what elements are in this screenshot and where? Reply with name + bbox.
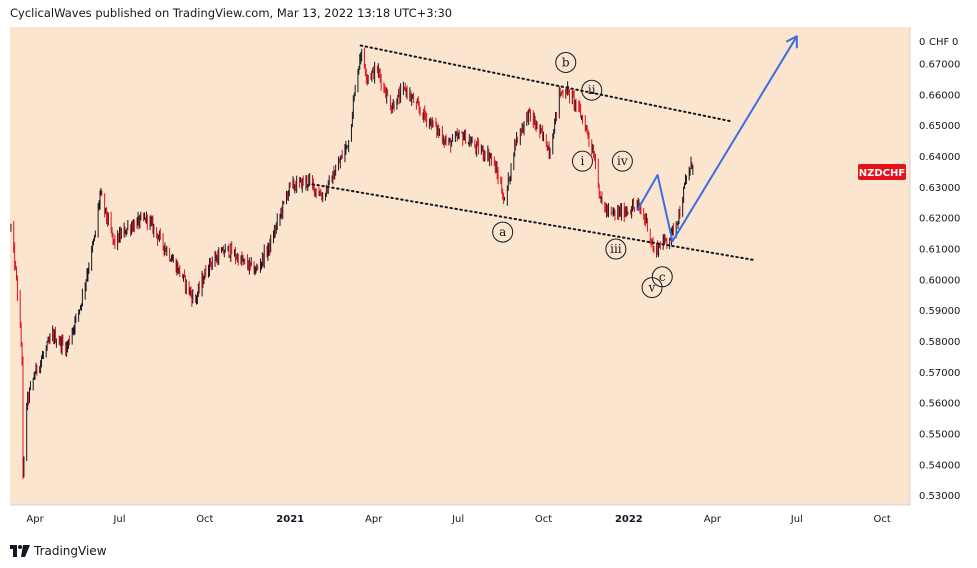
time-tick-label: Apr: [365, 514, 383, 525]
wave-label-text: v: [648, 281, 656, 295]
price-tick-label: 0.56000: [919, 399, 960, 410]
time-tick-label: Jul: [790, 514, 803, 525]
symbol-price-tag[interactable]: NZDCHF: [858, 164, 906, 180]
symbol-tag-label: NZDCHF: [859, 168, 905, 179]
wave-label-circle: [555, 51, 577, 73]
tradingview-brand: TradingView: [34, 544, 107, 558]
wave-label-text: a: [499, 225, 506, 239]
price-axis-currency: CHF: [929, 37, 950, 48]
projection-arrowhead: [785, 35, 798, 49]
wave-label-a: a: [492, 221, 514, 243]
publish-header: CyclicalWaves published on TradingView.c…: [10, 6, 453, 20]
price-axis-currency-scale: 0: [952, 37, 958, 48]
price-axis[interactable]: 0 CHF 0 0.67000 0.66000 0.65000 0.64000 0.63…: [919, 37, 960, 502]
lower-channel-trendline: [311, 183, 755, 261]
time-tick-label: Oct: [196, 514, 213, 525]
wave-label-circle: [571, 150, 593, 172]
candles-layer: [10, 47, 694, 480]
price-tick-label: 0.60000: [919, 275, 960, 286]
wave-label-circle: [581, 79, 603, 101]
wave-label-text: i: [581, 154, 585, 168]
wave-label-circle: [651, 266, 673, 288]
wave-label-c: c: [651, 266, 673, 288]
wave-label-text: b: [562, 55, 570, 69]
price-tick-label: 0.66000: [919, 90, 960, 101]
symbol-tag-background: [858, 164, 906, 180]
wave-label-ii: ii: [581, 79, 603, 101]
price-tick-label: 0.55000: [919, 430, 960, 441]
price-tick-label: 0.53000: [919, 491, 960, 502]
price-tick-label: 0.59000: [919, 306, 960, 317]
time-tick-label: Oct: [874, 514, 891, 525]
tradingview-footer[interactable]: TradingView: [10, 542, 107, 560]
wave-label-text: iii: [610, 242, 622, 256]
annotation-lines-layer: [311, 35, 798, 261]
wave-label-circle: [492, 221, 514, 243]
time-tick-label: 2021: [276, 514, 304, 525]
time-tick-label: Jul: [112, 514, 125, 525]
price-tick-label: 0.58000: [919, 337, 960, 348]
price-tick-label: 0.63000: [919, 183, 960, 194]
time-tick-label: 2022: [615, 514, 643, 525]
time-tick-label: Apr: [704, 514, 722, 525]
wave-label-i: i: [571, 150, 593, 172]
price-tick-label: 0.67000: [919, 60, 960, 71]
upper-channel-trendline: [359, 44, 731, 123]
wave-label-text: ii: [588, 83, 596, 97]
wave-label-text: c: [659, 270, 666, 284]
chart-plot-area[interactable]: [10, 27, 910, 505]
price-tick-label: 0.57000: [919, 368, 960, 379]
wave-label-text: iv: [617, 154, 628, 168]
price-tick-label: 0.64000: [919, 152, 960, 163]
wave-label-iv: iv: [611, 150, 633, 172]
time-tick-label: Oct: [535, 514, 552, 525]
price-axis-unit-scale: 0: [919, 37, 925, 48]
wave-label-iii: iii: [605, 238, 627, 260]
wave-label-circle: [605, 238, 627, 260]
price-tick-label: 0.65000: [919, 121, 960, 132]
wave-label-circle: [611, 150, 633, 172]
projected-path-line: [636, 35, 798, 243]
price-tick-label: 0.61000: [919, 245, 960, 256]
time-axis[interactable]: Apr Jul Oct 2021 Apr Jul Oct 2022 Apr Jul Oct: [26, 514, 890, 525]
price-tick-label: 0.62000: [919, 214, 960, 225]
price-tick-label: 0.54000: [919, 460, 960, 471]
wave-label-b: b: [555, 51, 577, 73]
time-tick-label: Apr: [26, 514, 44, 525]
time-tick-label: Jul: [451, 514, 464, 525]
tradingview-logo-icon: [10, 545, 30, 557]
